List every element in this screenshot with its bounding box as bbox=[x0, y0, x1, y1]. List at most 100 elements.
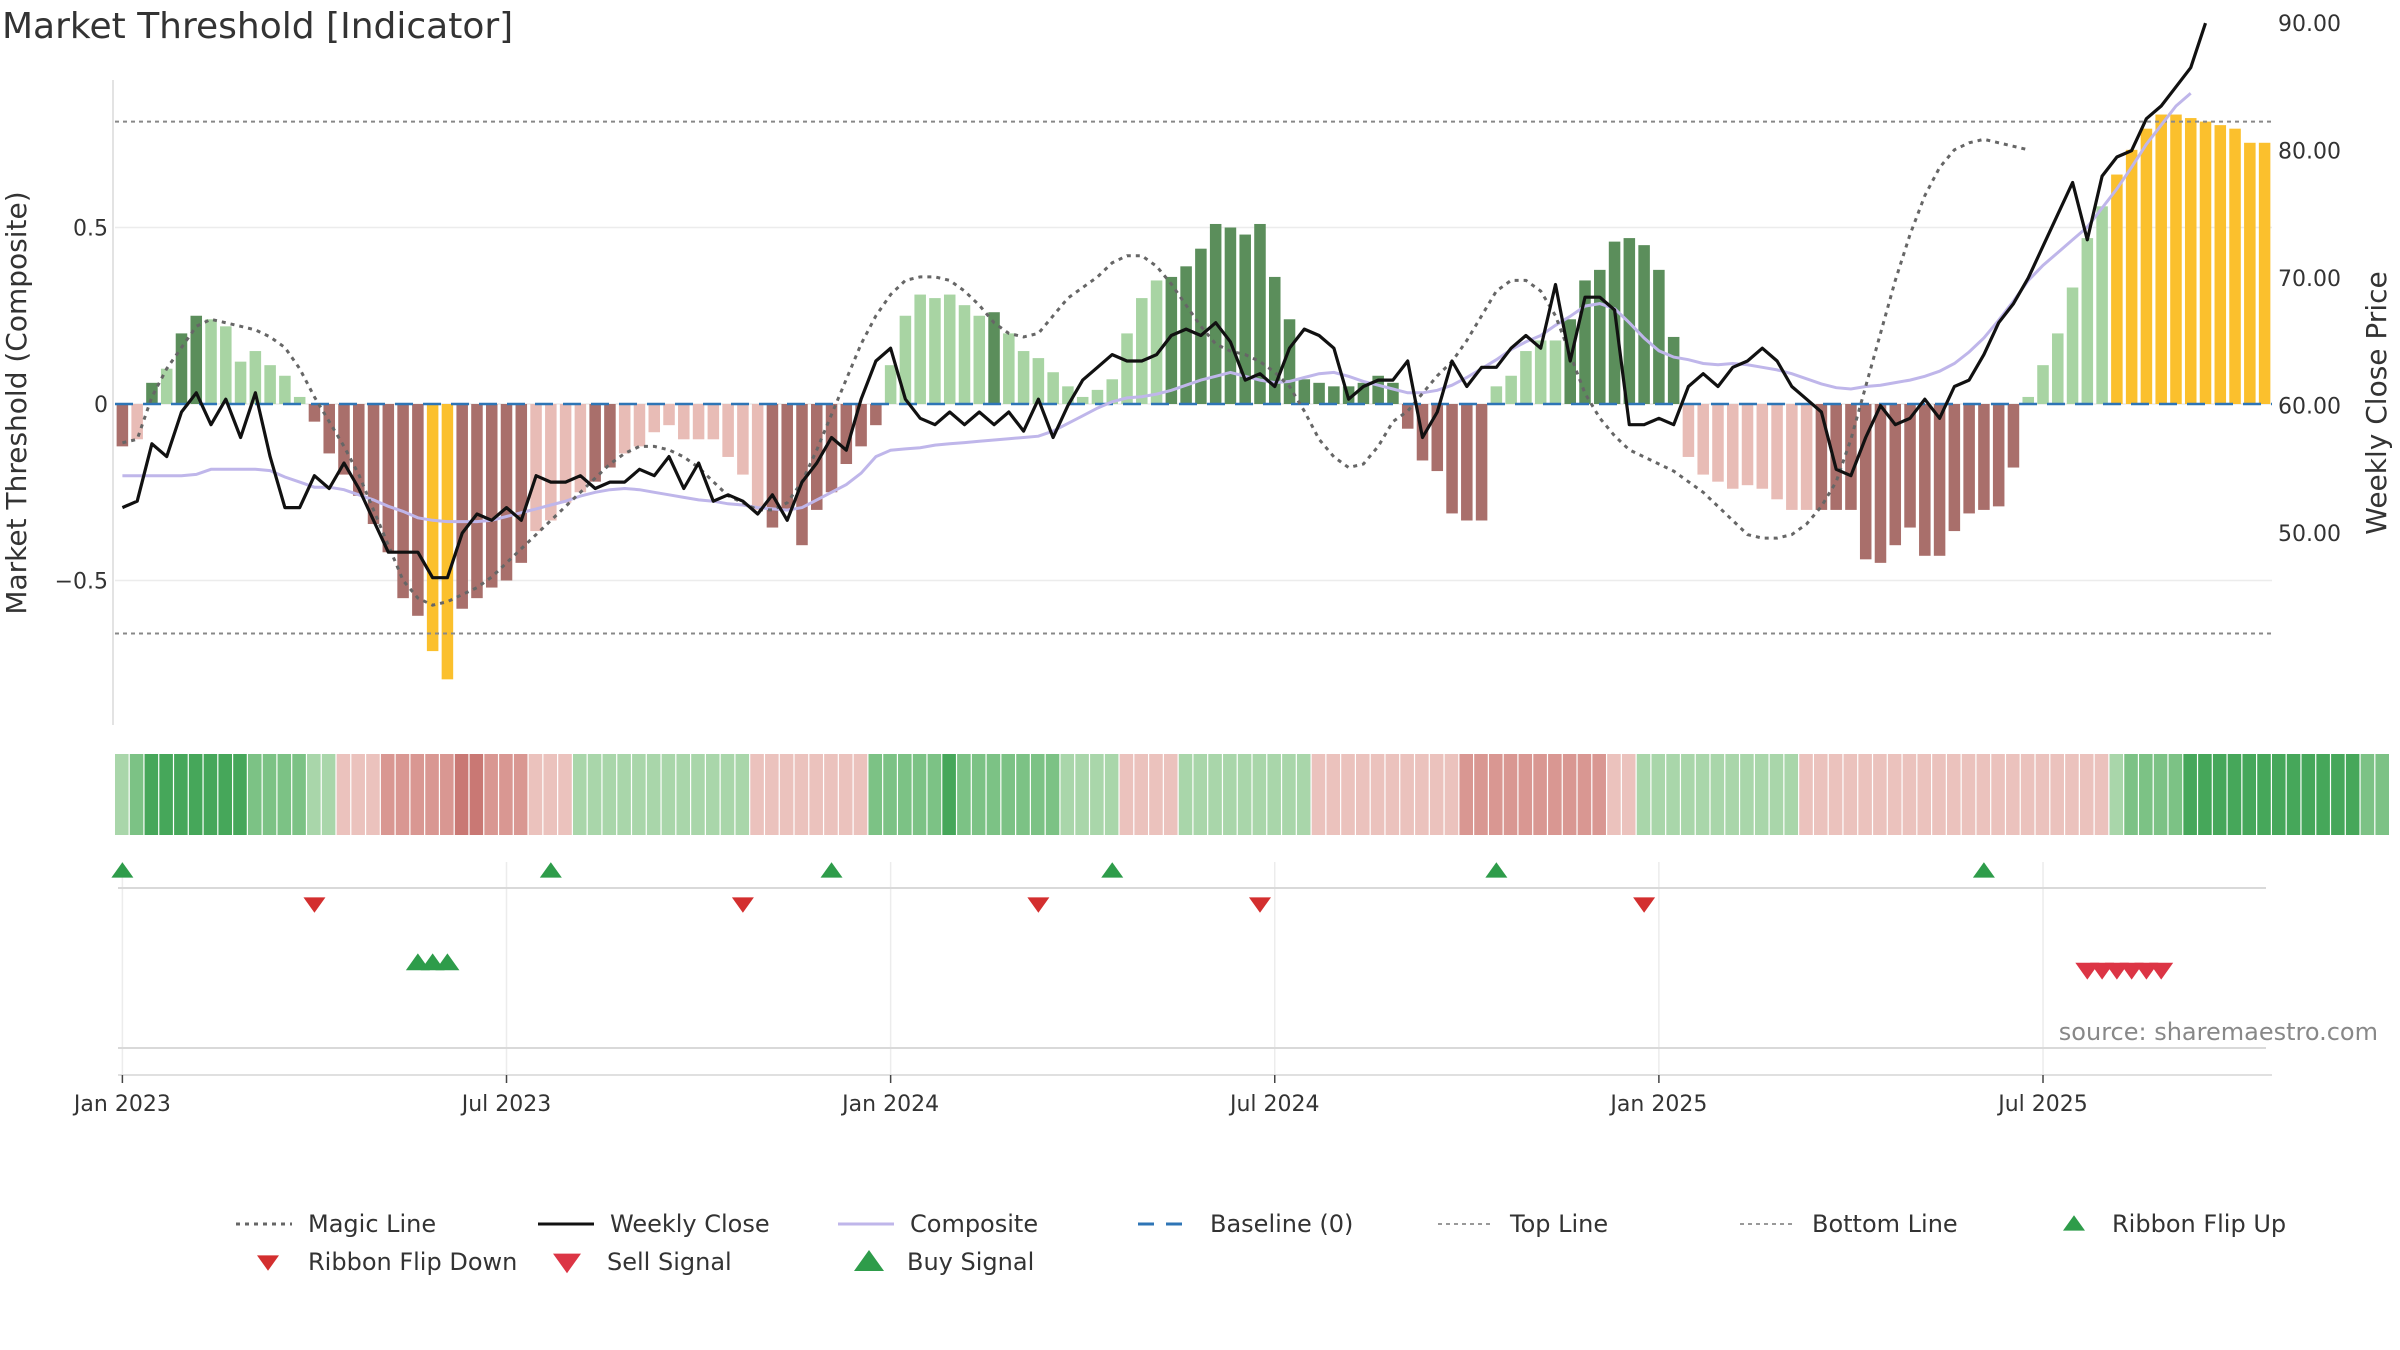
composite-bar bbox=[2155, 114, 2167, 404]
ribbon-flip-down-marker bbox=[1027, 897, 1050, 913]
ribbon-cell bbox=[410, 754, 425, 835]
composite-bar bbox=[1313, 382, 1325, 404]
composite-bar bbox=[1195, 248, 1207, 404]
composite-bar bbox=[2214, 125, 2227, 404]
ribbon-cell bbox=[2065, 754, 2079, 835]
composite-bar bbox=[870, 404, 882, 426]
composite-bar bbox=[1032, 358, 1045, 404]
ribbon-cell bbox=[1223, 754, 1237, 835]
ribbon-cell bbox=[1932, 754, 1946, 835]
composite-bar bbox=[958, 305, 971, 404]
composite-bar bbox=[1726, 404, 1739, 489]
ribbon-cell bbox=[307, 754, 321, 835]
ribbon-cell bbox=[1237, 754, 1252, 835]
composite-bar bbox=[604, 404, 616, 468]
ribbon-cell bbox=[1740, 754, 1754, 835]
ribbon-cell bbox=[912, 754, 927, 835]
ribbon-cell bbox=[971, 754, 986, 835]
ribbon-cell bbox=[572, 754, 587, 835]
composite-bar bbox=[618, 404, 631, 454]
ribbon-cell bbox=[602, 754, 617, 835]
composite-bar bbox=[2081, 238, 2094, 404]
composite-bar bbox=[1712, 404, 1724, 482]
composite-bar bbox=[2037, 365, 2049, 404]
ribbon-cell bbox=[233, 754, 247, 835]
ribbon-strip bbox=[115, 754, 2389, 835]
ribbon-cell bbox=[1607, 754, 1621, 835]
ribbon-cell bbox=[1991, 754, 2005, 835]
composite-bar bbox=[1283, 319, 1296, 404]
legend-label: Sell Signal bbox=[607, 1248, 732, 1276]
composite-bar bbox=[2140, 128, 2153, 404]
composite-bar bbox=[308, 404, 321, 422]
ribbon-cell bbox=[2168, 754, 2183, 835]
ribbon-cell bbox=[129, 754, 144, 835]
composite-bar bbox=[1239, 234, 1251, 404]
ribbon-cell bbox=[2198, 754, 2212, 835]
ribbon-cell bbox=[2227, 754, 2242, 835]
composite-bar bbox=[1904, 404, 1916, 528]
ribbon-cell bbox=[853, 754, 868, 835]
composite-bar bbox=[146, 382, 158, 404]
ribbon-cell bbox=[469, 754, 484, 835]
x-tick-label: Jan 2023 bbox=[72, 1092, 171, 1117]
ribbon-cell bbox=[2257, 754, 2271, 835]
composite-bar bbox=[1150, 280, 1163, 404]
legend-swatch-sell-signal bbox=[553, 1253, 581, 1274]
ribbon-cell bbox=[2331, 754, 2345, 835]
composite-bar bbox=[825, 404, 838, 493]
ribbon-cell bbox=[1651, 754, 1666, 835]
x-tick-label: Jul 2024 bbox=[1228, 1092, 1320, 1117]
composite-bar bbox=[1372, 375, 1384, 404]
composite-bar bbox=[530, 404, 542, 532]
ribbon-cell bbox=[824, 754, 838, 835]
ribbon-flip-up-marker bbox=[539, 862, 562, 878]
signal-markers bbox=[111, 862, 2174, 980]
y2-tick-label: 80.00 bbox=[2278, 140, 2341, 165]
composite-bar bbox=[1594, 269, 1606, 404]
ribbon-cell bbox=[720, 754, 735, 835]
ribbon-cell bbox=[2139, 754, 2153, 835]
ribbon-cell bbox=[1282, 754, 1296, 835]
ribbon-cell bbox=[1134, 754, 1148, 835]
composite-bar bbox=[574, 404, 587, 493]
composite-bar bbox=[1786, 404, 1798, 510]
legend-swatch-ribbon-flip-down bbox=[257, 1255, 279, 1271]
ribbon-cell bbox=[1193, 754, 1208, 835]
composite-bar bbox=[1165, 276, 1178, 404]
ribbon-cell bbox=[1769, 754, 1784, 835]
composite-bar bbox=[884, 365, 897, 404]
legend: Magic Line Weekly Close Composite Baseline … bbox=[236, 1210, 2286, 1276]
composite-bar bbox=[1461, 404, 1473, 521]
legend-label: Ribbon Flip Up bbox=[2112, 1210, 2286, 1238]
composite-bar bbox=[160, 368, 173, 404]
ribbon-cell bbox=[1444, 754, 1459, 835]
composite-bar bbox=[633, 404, 646, 447]
ribbon-cell bbox=[558, 754, 572, 835]
ribbon-cell bbox=[1592, 754, 1606, 835]
ribbon-cell bbox=[1828, 754, 1843, 835]
ribbon-cell bbox=[1902, 754, 1917, 835]
composite-bar bbox=[1933, 404, 1946, 556]
composite-bar bbox=[2229, 128, 2241, 404]
composite-bar bbox=[500, 404, 513, 581]
series-lines bbox=[121, 22, 2208, 607]
ribbon-cell bbox=[528, 754, 543, 835]
ribbon-flip-down-marker bbox=[731, 897, 754, 913]
composite-bar bbox=[678, 404, 690, 440]
composite-bar bbox=[131, 404, 143, 440]
ribbon-cell bbox=[883, 754, 897, 835]
ribbon-cell bbox=[1104, 754, 1119, 835]
ribbon-cell bbox=[1163, 754, 1178, 835]
ribbon-cell bbox=[2124, 754, 2138, 835]
legend-label: Bottom Line bbox=[1812, 1210, 1958, 1238]
ribbon-cell bbox=[2212, 754, 2227, 835]
composite-bar bbox=[1845, 404, 1857, 510]
composite-bar bbox=[397, 404, 409, 599]
x-tick-label: Jan 2024 bbox=[840, 1092, 939, 1117]
composite-bar bbox=[914, 294, 926, 404]
ribbon-cell bbox=[2109, 754, 2124, 835]
composite-bar bbox=[1534, 340, 1547, 404]
ribbon-cell bbox=[336, 754, 351, 835]
composite-bar bbox=[234, 361, 247, 404]
